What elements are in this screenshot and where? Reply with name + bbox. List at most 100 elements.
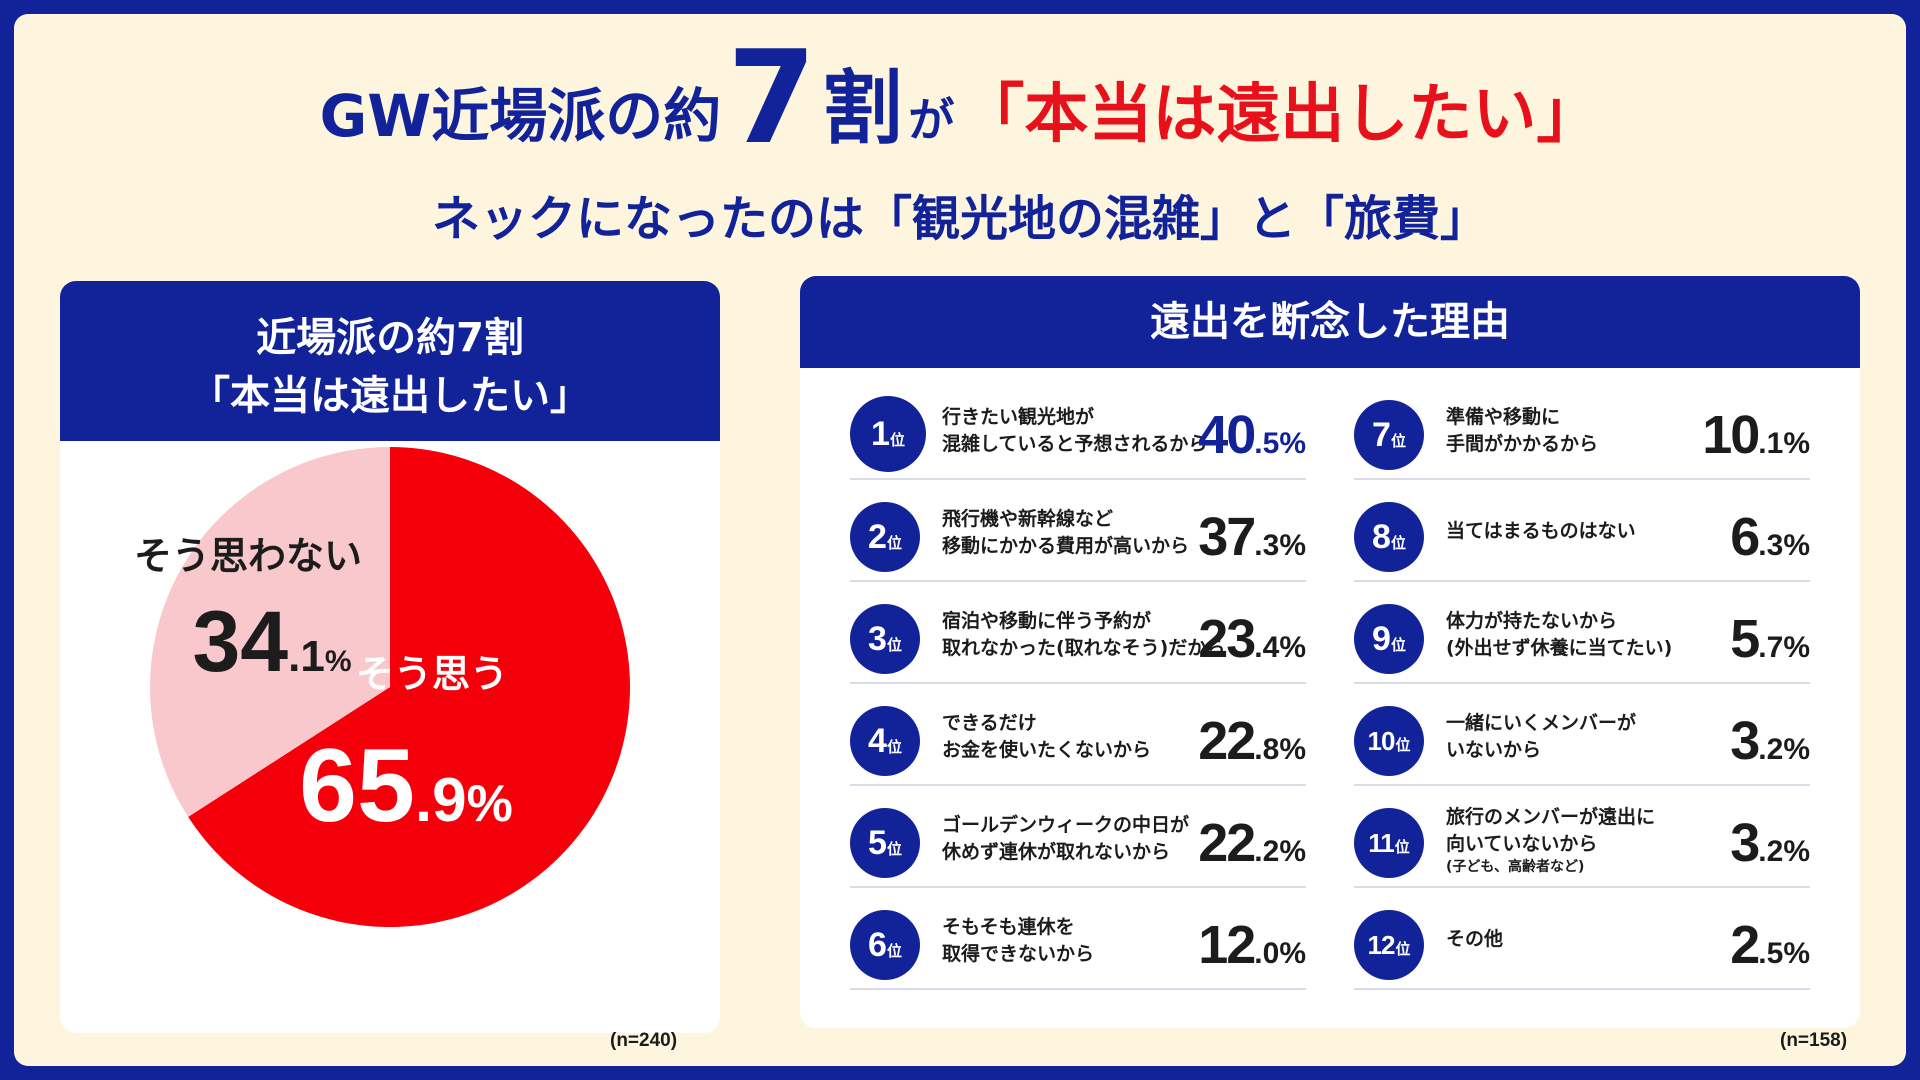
rank-suffix: 位	[1390, 433, 1406, 450]
rank-badge: 9位	[1354, 604, 1424, 674]
rank-reason: 体力が持たないから (外出せず休養に当てたい)	[1446, 608, 1672, 662]
reasons-card-header: 遠出を断念した理由	[800, 276, 1860, 368]
rank-suffix: 位	[889, 432, 905, 449]
pie-value-no-unit: %	[325, 645, 352, 678]
rank-reason-line: 行きたい観光地が	[942, 406, 1095, 428]
rank-percentage: 23.4%	[1198, 608, 1306, 670]
pie-value-yes-unit: %	[467, 775, 513, 833]
headline-wari: 割	[822, 62, 903, 155]
rank-reason: 一緒にいくメンバーが いないから	[1446, 710, 1636, 764]
rank-number: 10	[1367, 726, 1396, 756]
headline-quote: 「本当は遠出したい」	[960, 78, 1601, 152]
rank-percentage-int: 10	[1702, 405, 1760, 465]
rank-reason-line: 休めず連休が取れないから	[942, 841, 1171, 863]
rank-number: 1	[871, 415, 890, 453]
pie-card-header: 近場派の約7割 「本当は遠出したい」	[60, 281, 720, 441]
rank-number: 3	[868, 620, 887, 658]
headline-line2: ネックになったのは「観光地の混雑」と「旅費」	[431, 191, 1488, 247]
rank-suffix: 位	[1395, 737, 1411, 754]
rank-suffix: 位	[1390, 535, 1406, 552]
rank-reason-line: 体力が持たないから	[1446, 610, 1618, 632]
rank-reason-line: 旅行のメンバーが遠出に	[1446, 806, 1656, 828]
rank-reason-line: 移動にかかる費用が高いから	[942, 535, 1190, 557]
rank-percentage: 3.2%	[1730, 812, 1810, 874]
pie-value-no-int: 34	[192, 594, 288, 690]
rank-reason: 準備や移動に手間がかかるから	[1446, 404, 1598, 458]
pie-slice-yes	[188, 447, 630, 927]
rank-percentage: 5.7%	[1730, 608, 1810, 670]
rank-reason-line: できるだけ	[942, 712, 1037, 734]
rank-badge: 8位	[1354, 502, 1424, 572]
pie-value-yes-int: 65	[299, 728, 415, 844]
rank-percentage: 40.5%	[1198, 404, 1306, 466]
rank-percentage-int: 3	[1730, 711, 1760, 771]
rank-percentage-int: 23	[1198, 609, 1256, 669]
rank-suffix: 位	[1394, 839, 1410, 856]
rank-reason-line: 向いていないから	[1446, 833, 1598, 855]
rank-percentage-int: 37	[1198, 507, 1256, 567]
rank-row: 7位 準備や移動に 手間がかかるから 10.1%	[1354, 378, 1810, 480]
rank-badge: 11位	[1354, 808, 1424, 878]
rank-percentage-int: 5	[1730, 609, 1760, 669]
headline-seven: 7	[727, 24, 817, 173]
rank-number: 7	[1372, 416, 1391, 454]
rank-percentage-dec: .2%	[1758, 835, 1810, 868]
rank-row: 2位 飛行機や新幹線など 移動にかかる費用が高いから 37.3%	[850, 480, 1306, 582]
rank-reason: 当てはまるものはない	[1446, 518, 1636, 545]
rank-reason: 宿泊や移動に伴う予約が 取れなかった(取れなそう)だから	[942, 608, 1225, 662]
rank-percentage-dec: .7%	[1758, 631, 1810, 664]
rank-number: 9	[1372, 620, 1391, 658]
rank-percentage: 22.8%	[1198, 710, 1306, 772]
pie-label-yes: そう思う	[356, 654, 508, 696]
rank-reason-line: そもそも連休を	[942, 916, 1075, 938]
rank-reason-line: 当てはまるものはない	[1446, 520, 1636, 542]
rank-reason-line: 手間がかかるから	[1446, 433, 1599, 455]
pie-value-yes: 65.9%	[299, 728, 513, 844]
pie-card: 近場派の約7割 「本当は遠出したい」 そう思う 65.9% そう思わない 34.…	[60, 281, 720, 1033]
rank-badge: 7位	[1354, 400, 1424, 470]
rank-reason-line: お金を使いたくないから	[942, 739, 1152, 761]
rank-suffix: 位	[886, 943, 902, 960]
pie-sample-size: (n=240)	[610, 1030, 678, 1051]
rank-reason-line: ゴールデンウィークの中日が	[942, 814, 1190, 836]
rank-percentage-dec: .2%	[1254, 835, 1306, 868]
pie-card-title-line1: 近場派の約7割	[256, 315, 524, 361]
rank-percentage-dec: .5%	[1758, 937, 1810, 970]
rank-number: 5	[868, 824, 887, 862]
rank-percentage-int: 12	[1198, 915, 1256, 975]
rank-suffix: 位	[886, 637, 902, 654]
rank-number: 11	[1368, 828, 1394, 858]
rank-badge: 6位	[850, 910, 920, 980]
rank-percentage-int: 3	[1730, 813, 1760, 873]
headline-ga: が	[908, 93, 955, 147]
rank-percentage-dec: .3%	[1254, 529, 1306, 562]
pie-card-title-line2: 「本当は遠出したい」	[190, 373, 590, 419]
reasons-sample-size: (n=158)	[1780, 1030, 1848, 1051]
rank-percentage-int: 22	[1198, 813, 1256, 873]
pie-slice-no	[149, 447, 390, 817]
rank-number: 12	[1367, 930, 1396, 960]
rank-reason-line: 一緒にいくメンバーが	[1446, 712, 1637, 734]
rank-reason: そもそも連休を 取得できないから	[942, 914, 1094, 968]
rank-row: 1位 行きたい観光地が 混雑していると予想されるから 40.5%	[850, 378, 1306, 480]
reasons-card: 遠出を断念した理由 1位 行きたい観光地が 混雑していると予想されるから 40.5% 2…	[800, 276, 1860, 1028]
rank-percentage-dec: .0%	[1254, 937, 1306, 970]
rank-number: 4	[868, 722, 887, 760]
rank-badge: 5位	[850, 808, 920, 878]
rank-row: 10位 一緒にいくメンバーが いないから 3.2%	[1354, 684, 1810, 786]
rank-row: 3位 宿泊や移動に伴う予約が 取れなかった(取れなそう)だから 23.4%	[850, 582, 1306, 684]
rank-percentage-dec: .3%	[1758, 529, 1810, 562]
rank-badge: 10位	[1354, 706, 1424, 776]
rank-reason-line: 取れなかった(取れなそう)だから	[942, 637, 1226, 659]
rank-suffix: 位	[886, 535, 902, 552]
rank-badge: 3位	[850, 604, 920, 674]
rank-suffix: 位	[886, 739, 902, 756]
rank-reason-line: 準備や移動に	[1446, 406, 1561, 428]
rank-percentage-dec: .4%	[1254, 631, 1306, 664]
rank-number: 8	[1372, 518, 1391, 556]
rank-number: 6	[868, 926, 887, 964]
rank-percentage-int: 22	[1198, 711, 1256, 771]
rank-badge: 2位	[850, 502, 920, 572]
rank-suffix: 位	[1395, 941, 1411, 958]
pie-value-no-dec: .1	[288, 632, 325, 681]
